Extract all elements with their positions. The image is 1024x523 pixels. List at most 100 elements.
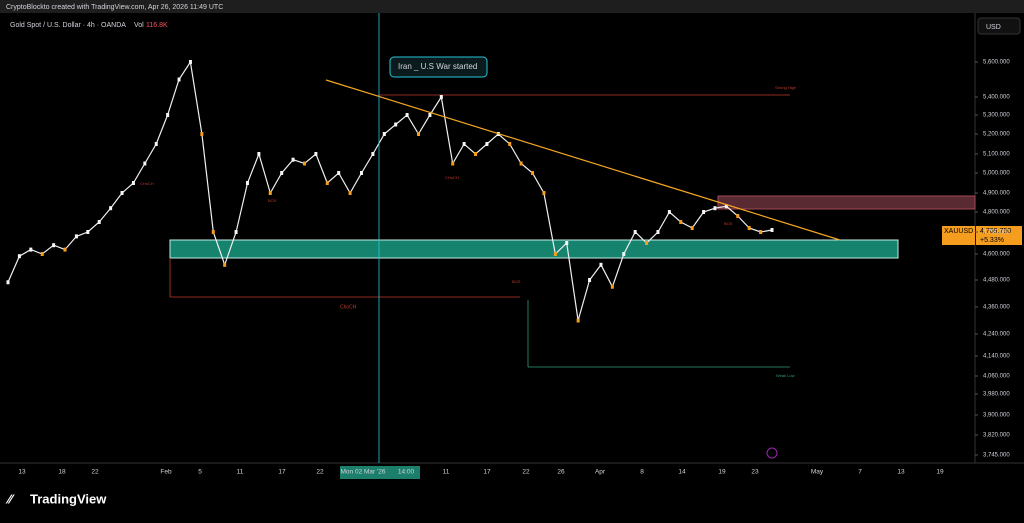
candle [234, 230, 238, 234]
symbol: Gold Spot / U.S. Dollar · 4h · OANDA [10, 22, 126, 29]
x-tick-label: May [811, 469, 824, 476]
candle [211, 230, 215, 234]
y-tick-label: 4,360.000 [983, 305, 1010, 311]
x-tick-label: 17 [278, 469, 286, 476]
y-tick-label: 3,745.000 [983, 453, 1010, 459]
currency-button[interactable] [977, 17, 1021, 35]
x-tick-label: 5 [198, 469, 202, 476]
time-cursor [340, 466, 420, 479]
candle [702, 210, 706, 214]
y-tick-label: 5,100.000 [983, 152, 1010, 158]
candle [770, 228, 774, 232]
candle [268, 191, 272, 195]
candle [188, 60, 192, 64]
candle [439, 95, 443, 99]
bos-label: BOS [268, 198, 277, 203]
strong-high-label: Strong High [775, 85, 796, 90]
x-tick-label: 26 [557, 469, 565, 476]
candle [177, 77, 181, 82]
candle [690, 226, 694, 230]
y-tick-label: 5,000.000 [983, 171, 1010, 177]
candle [633, 230, 637, 234]
candle [371, 152, 375, 156]
candle [6, 280, 10, 285]
volume: 116.8K [146, 22, 168, 29]
x-tick-label: 22 [522, 469, 530, 476]
candle [508, 142, 512, 146]
currency: USD [986, 24, 1001, 31]
y-tick-label: 4,600.000 [983, 252, 1010, 258]
y-tick-label: 4,140.000 [983, 354, 1010, 360]
candle [154, 142, 158, 146]
y-tick-label: 4,700.000 [983, 230, 1010, 236]
volume-label: Vol [134, 22, 144, 29]
candle [588, 278, 592, 282]
candle [622, 252, 626, 256]
candle [143, 161, 147, 166]
y-tick-label: 4,900.000 [983, 191, 1010, 197]
candle [656, 230, 660, 234]
y-tick-label: 3,980.000 [983, 392, 1010, 398]
candle [759, 230, 763, 234]
candle [348, 191, 352, 195]
x-tick-label: 22 [316, 469, 324, 476]
last-price-box [976, 226, 1022, 245]
y-tick-label: 3,820.000 [983, 433, 1010, 439]
choch-label: CHoCH [140, 181, 154, 186]
candle [542, 191, 546, 195]
top-bar [0, 0, 1024, 13]
y-tick-label: 5,200.000 [983, 132, 1010, 138]
x-tick-label: Apr [595, 469, 606, 476]
candle [724, 204, 728, 209]
candle [679, 220, 683, 224]
candle [120, 191, 124, 195]
last-price: 4,709.750 [980, 228, 1011, 235]
x-tick-label: 17 [483, 469, 491, 476]
weak-low-label: Weak Low [776, 373, 795, 378]
candle [736, 214, 740, 218]
y-tick-label: 5,600.000 [983, 60, 1010, 66]
candle [97, 220, 101, 224]
footer-logo[interactable]: ⁄⁄ TradingView [5, 491, 107, 506]
indicator-icon[interactable] [766, 447, 778, 459]
x-tick-label: 13 [18, 469, 26, 476]
candle [531, 171, 535, 175]
last-price-tag [942, 226, 975, 245]
candle [223, 262, 227, 267]
credit: CryptoBlockto created with TradingView.c… [6, 4, 223, 11]
candle [713, 206, 717, 211]
y-tick-label: 3,900.000 [983, 413, 1010, 419]
candle [200, 132, 204, 136]
x-tick-label: 14 [678, 469, 686, 476]
y-tick-label: 4,800.000 [983, 210, 1010, 216]
x-tick-label: 11 [237, 469, 244, 476]
x-tick-label: Mon 02 Mar '26 [341, 469, 386, 476]
last-change: +5.33% [980, 237, 1004, 244]
x-tick-label: Feb [160, 469, 172, 476]
candle [314, 152, 318, 156]
choch-label: ChoCH [340, 304, 357, 310]
candle [451, 161, 455, 166]
x-tick-label: 18 [58, 469, 66, 476]
candle [599, 262, 603, 267]
price-line [7, 60, 773, 321]
candle [302, 161, 306, 166]
candle [417, 132, 421, 136]
candle [17, 254, 21, 259]
supply-zone [717, 195, 976, 210]
candle [291, 157, 295, 162]
brand: TradingView [30, 491, 107, 506]
choch-label: CHoCH [445, 175, 459, 180]
candle [747, 226, 751, 230]
candle [245, 181, 249, 185]
candle [109, 206, 113, 211]
candle [474, 152, 478, 156]
x-tick-label: 14:00 [398, 469, 415, 476]
candle [428, 113, 432, 117]
candle [325, 181, 329, 185]
candle [131, 181, 135, 185]
candle [462, 142, 466, 146]
